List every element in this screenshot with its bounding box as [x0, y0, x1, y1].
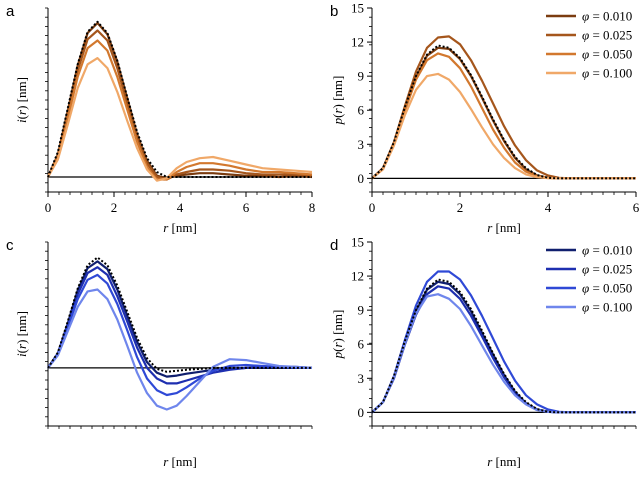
x-tick-label: 8: [309, 200, 316, 215]
series-line-4: [47, 57, 313, 182]
y-tick-label: 3: [358, 137, 365, 152]
panel-letter: a: [6, 3, 15, 20]
series-line-4: [47, 288, 313, 411]
y-tick-label: 15: [351, 1, 364, 16]
legend-label: φ = 0.025: [582, 28, 632, 43]
x-tick-label: 2: [111, 200, 118, 215]
series-line-2: [47, 29, 313, 181]
x-tick-label: 2: [457, 200, 464, 215]
x-axis-title: r [nm]: [163, 454, 197, 469]
panel-c: c r [nm] i(r) [nm]: [6, 237, 313, 469]
y-axis-title: p(r) [nm]: [330, 310, 345, 360]
panel-a: a 0 2 4 6 8 r [nm] i(r) [nm]: [6, 3, 315, 235]
x-tick-label: 6: [243, 200, 250, 215]
x-tick-label: 0: [45, 200, 52, 215]
y-tick-label: 0: [358, 171, 365, 186]
y-tick-label: 6: [358, 337, 365, 352]
series-line-2: [47, 266, 313, 385]
x-tick-label: 0: [369, 200, 376, 215]
panel-letter: d: [330, 237, 338, 254]
panel-letter: b: [330, 3, 338, 20]
x-axis-title: r [nm]: [163, 220, 197, 235]
series-line-3: [47, 273, 312, 397]
legend-label: φ = 0.010: [582, 9, 632, 24]
y-tick-label: 3: [358, 371, 365, 386]
y-tick-label: 9: [358, 69, 365, 84]
legend-label: φ = 0.050: [582, 47, 632, 62]
y-tick-label: 6: [358, 103, 365, 118]
x-tick-label: 6: [633, 200, 640, 215]
legend-label: φ = 0.010: [582, 243, 632, 258]
y-axis-title: p(r) [nm]: [330, 76, 345, 126]
panel-b: b 0 2 4 6 0 3 6 9 12 15 r [nm] p(r) [nm] φ = 0.010 φ =…: [330, 1, 640, 236]
y-tick-label: 15: [351, 235, 364, 250]
y-axis-title: i(r) [nm]: [14, 77, 29, 123]
panel-d: d 0 3 6 9 12 15 r [nm] p(r) [nm] φ = 0.010 φ = 0.0…: [330, 235, 637, 469]
series-line-reference: [47, 20, 312, 178]
y-tick-label: 12: [351, 35, 364, 50]
legend-label: φ = 0.100: [582, 300, 632, 315]
x-tick-label: 4: [545, 200, 552, 215]
series-line-3: [47, 39, 313, 181]
series-line-1: [46, 21, 313, 180]
y-axis-title: i(r) [nm]: [14, 311, 29, 357]
legend-label: φ = 0.050: [582, 281, 632, 296]
series-line-4: [371, 72, 636, 180]
y-tick-label: 0: [358, 405, 365, 420]
legend-label: φ = 0.100: [582, 66, 632, 81]
y-tick-label: 12: [351, 269, 364, 284]
x-axis-title: r [nm]: [487, 220, 521, 235]
x-tick-label: 4: [177, 200, 184, 215]
x-axis-title: r [nm]: [487, 454, 521, 469]
legend-label: φ = 0.025: [582, 262, 632, 277]
y-tick-label: 9: [358, 303, 365, 318]
panel-letter: c: [6, 237, 14, 254]
